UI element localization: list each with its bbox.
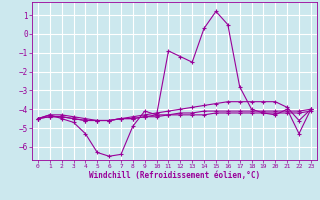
X-axis label: Windchill (Refroidissement éolien,°C): Windchill (Refroidissement éolien,°C) (89, 171, 260, 180)
